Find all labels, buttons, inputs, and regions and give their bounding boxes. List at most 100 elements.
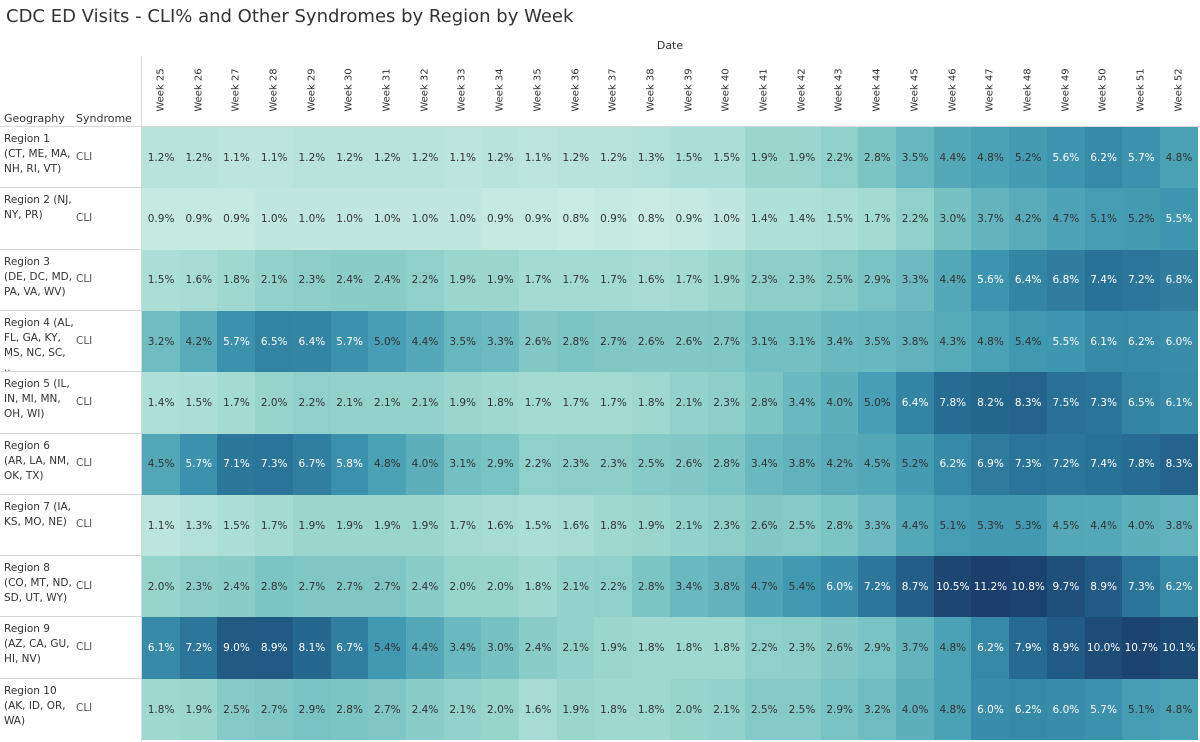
heatmap-cell: 2.8% [632,556,671,618]
week-header: Week 35 [519,56,557,124]
week-header: Week 29 [293,56,331,124]
heatmap-cell: 2.0% [443,556,482,618]
heatmap-cell: 1.0% [255,188,294,251]
heatmap-cell: 7.4% [1084,433,1123,496]
heatmap-cell: 2.7% [368,556,407,618]
heatmap-cell: 1.9% [330,494,369,557]
heatmap-cell: 2.5% [782,678,822,741]
heatmap-cell: 0.9% [519,188,558,251]
heatmap-cell: 1.7% [519,249,558,312]
week-header-label: Week 35 [532,68,544,112]
heatmap-cell: 1.9% [368,494,407,557]
heatmap-cell: 0.9% [481,188,520,251]
heatmap-cell: 2.3% [594,433,633,496]
heatmap-cell: 6.0% [971,678,1010,741]
heatmap-cell: 4.0% [820,372,859,434]
heatmap-cell: 1.8% [142,678,181,741]
heatmap-cell: 2.6% [669,310,708,373]
week-header: Week 47 [971,56,1009,124]
heatmap-cell: 0.8% [632,188,671,251]
heatmap-cell: 1.5% [519,494,558,557]
heatmap-cell: 1.5% [820,188,859,251]
heatmap-cell: 7.8% [933,372,972,434]
heatmap-cell: 2.9% [481,433,520,496]
heatmap-cell: 7.2% [179,617,218,680]
heatmap-cell: 2.8% [820,494,859,557]
heatmap-cell: 3.4% [443,617,482,680]
heatmap-cell: 4.4% [405,310,445,373]
heatmap-cell: 4.0% [1122,494,1161,557]
heatmap-cell: 2.2% [896,188,935,251]
heatmap-cell: 2.5% [745,678,784,741]
heatmap-cell: 1.2% [481,127,520,189]
heatmap-cell: 2.2% [820,127,859,189]
heatmap-cell: 2.4% [405,678,445,741]
geography-label: Region 8 (CO, MT, ND, SD, UT, WY) [4,562,72,605]
header-divider [0,126,1200,127]
heatmap-cell: 1.8% [594,678,633,741]
heatmap-cell: 4.5% [1046,494,1085,557]
row-divider [0,677,142,679]
heatmap-cell: 1.8% [632,617,671,680]
heatmap-cell: 1.5% [669,127,708,189]
week-header: Week 30 [331,56,369,124]
heatmap-cell: 1.9% [443,249,482,312]
week-header: Week 48 [1009,56,1047,124]
row-divider [0,555,142,557]
heatmap-cell: 1.2% [179,127,218,189]
heatmap-cell: 1.2% [330,127,369,189]
heatmap-cell: 2.0% [669,678,708,741]
heatmap-cell: 2.1% [368,372,407,434]
heatmap-cell: 1.4% [745,188,784,251]
heatmap-cell: 2.2% [745,617,784,680]
week-header: Week 42 [783,56,821,124]
heatmap-cell: 5.4% [1009,310,1048,373]
week-header-label: Week 40 [720,68,732,112]
geography-label: Region 1 (CT, ME, MA, NH, RI, VT) [4,133,71,175]
heatmap-cell: 2.6% [632,310,671,373]
heatmap-cell: 1.8% [594,494,633,557]
heatmap-cell: 1.2% [405,127,445,189]
heatmap-cell: 6.4% [1009,249,1048,312]
heatmap-cell: 1.9% [632,494,671,557]
syndrome-header: Syndrome [76,112,132,125]
heatmap-cell: 7.2% [1046,433,1085,496]
heatmap-cell: 10.8% [1009,556,1048,618]
heatmap-cell: 10.5% [933,556,972,618]
syndrome-label: CLI [76,518,93,531]
heatmap-cell: 5.1% [1084,188,1123,251]
heatmap-cell: 1.6% [179,249,218,312]
heatmap-cell: 2.4% [405,556,445,618]
week-header: Week 51 [1122,56,1160,124]
heatmap-cell: 6.1% [1159,372,1199,434]
heatmap-cell: 1.9% [405,494,445,557]
week-header: Week 37 [594,56,632,124]
heatmap-cell: 1.9% [782,127,822,189]
heatmap-cell: 3.3% [858,494,897,557]
heatmap-cell: 2.6% [519,310,558,373]
week-header-label: Week 48 [1022,68,1034,112]
week-header-label: Week 41 [758,68,770,112]
heatmap-cell: 1.2% [292,127,331,189]
geography-label: Region 7 (IA, KS, MO, NE) [4,500,72,528]
heatmap-cell: 1.2% [142,127,181,189]
heatmap-cell: 7.3% [1009,433,1048,496]
heatmap-cell: 2.5% [632,433,671,496]
heatmap-cell: 2.2% [405,249,445,312]
week-header-label: Week 27 [230,68,242,112]
heatmap-cell: 3.2% [142,310,181,373]
heatmap-cell: 1.9% [292,494,331,557]
syndrome-label: CLI [76,273,93,286]
week-header: Week 44 [858,56,896,124]
heatmap-cell: 1.9% [179,678,218,741]
heatmap-cell: 3.2% [858,678,897,741]
heatmap-cell: 5.1% [1122,678,1161,741]
heatmap-cell: 1.6% [556,494,595,557]
heatmap-cell: 2.5% [782,494,822,557]
heatmap-cell: 8.9% [255,617,294,680]
heatmap-cell: 4.4% [405,617,445,680]
heatmap-cell: 1.8% [481,372,520,434]
heatmap-cell: 2.1% [707,678,746,741]
heatmap-cell: 2.4% [217,556,256,618]
heatmap-cell: 11.2% [971,556,1010,618]
